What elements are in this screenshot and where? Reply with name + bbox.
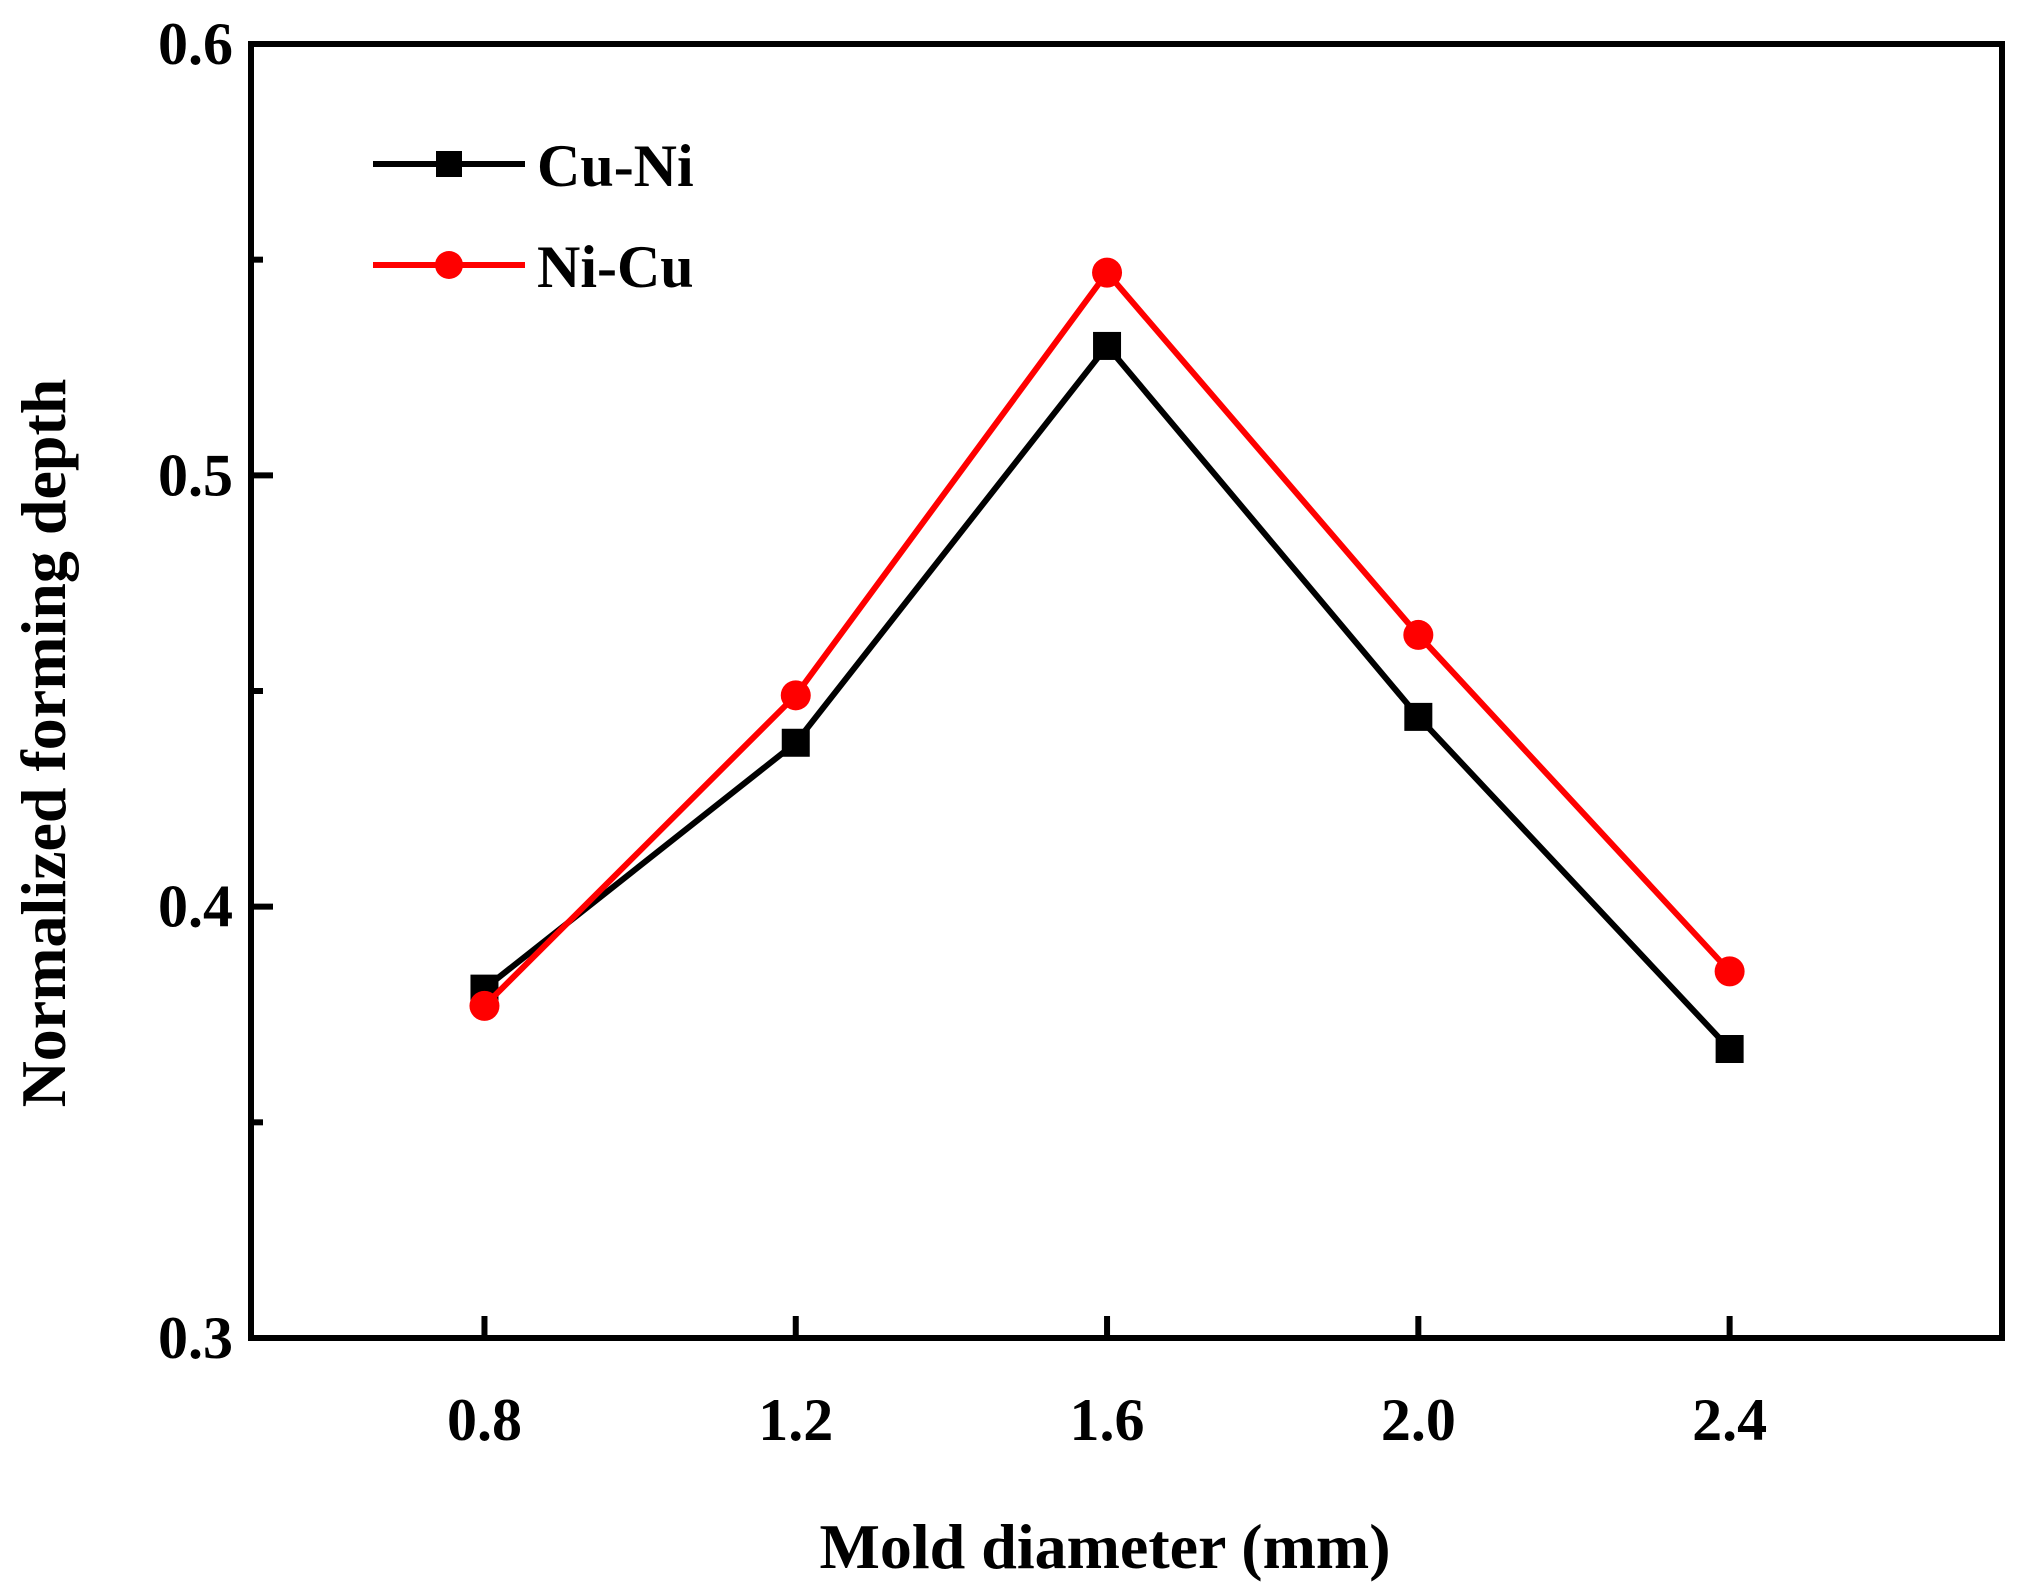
y-tick-label: 0.4 [158,874,233,940]
data-point-ni-cu [1714,956,1745,987]
legend: Cu-Ni Ni-Cu [373,133,694,300]
series-line-cu-ni [482,342,1732,1052]
x-tick-label: 2.0 [1381,1387,1456,1453]
x-tick-label: 1.6 [1070,1387,1145,1453]
data-point-cu-ni [781,728,810,757]
y-tick-label: 0.3 [158,1305,233,1371]
series-cu-ni [470,331,1744,1064]
x-tick-label: 2.4 [1692,1387,1767,1453]
x-tick-label: 0.8 [447,1387,522,1453]
data-point-cu-ni [1093,331,1122,360]
data-point-cu-ni [1715,1035,1744,1064]
plot-frame [248,41,2005,1341]
legend-label-cu-ni: Cu-Ni [537,133,694,199]
data-point-cu-ni [1404,702,1433,731]
data-point-ni-cu [1092,257,1123,288]
data-point-ni-cu [780,680,811,711]
data-point-ni-cu [1403,619,1434,650]
legend-label-ni-cu: Ni-Cu [537,234,694,300]
legend-marker-ni-cu [435,251,463,279]
y-tick-label: 0.5 [158,442,233,508]
y-tick-label: 0.6 [158,11,233,77]
series-layer [469,257,1745,1064]
axis-ticks: 0.3 0.4 0.5 0.6 0.8 1.2 1.6 2.0 2.4 [158,11,1767,1453]
series-line-ni-cu [482,269,1732,1008]
series-ni-cu [469,257,1745,1021]
data-point-ni-cu [469,990,500,1021]
x-axis-title: Mold diameter (mm) [819,1511,1390,1582]
legend-marker-cu-ni [436,151,462,177]
x-tick-label: 1.2 [758,1387,833,1453]
y-axis-title: Normalized forming depth [8,379,79,1108]
